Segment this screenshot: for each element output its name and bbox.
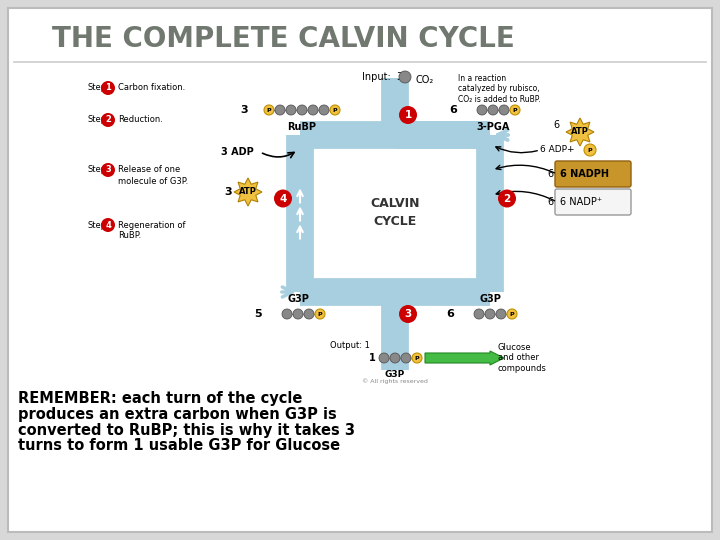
Text: P: P [588, 147, 593, 152]
Text: RuBP.: RuBP. [118, 232, 141, 240]
Text: Step: Step [88, 116, 107, 125]
Circle shape [308, 105, 318, 115]
Circle shape [379, 353, 389, 363]
Circle shape [488, 105, 498, 115]
Text: Step: Step [88, 84, 107, 92]
Circle shape [498, 190, 516, 207]
Text: Output: 1: Output: 1 [330, 341, 370, 350]
Circle shape [330, 105, 340, 115]
Circle shape [507, 309, 517, 319]
Text: 6: 6 [446, 309, 454, 319]
Text: REMEMBER: each turn of the cycle: REMEMBER: each turn of the cycle [18, 390, 302, 406]
Text: 6: 6 [547, 169, 553, 179]
Text: CO₂: CO₂ [415, 75, 433, 85]
Text: 6 NADP⁺: 6 NADP⁺ [560, 197, 602, 207]
Text: G3P: G3P [479, 294, 501, 304]
Text: CYCLE: CYCLE [374, 215, 417, 228]
Circle shape [474, 309, 484, 319]
Text: molecule of G3P.: molecule of G3P. [118, 177, 188, 186]
Text: THE COMPLETE CALVIN CYCLE: THE COMPLETE CALVIN CYCLE [52, 25, 515, 53]
Text: P: P [333, 107, 337, 112]
Circle shape [264, 105, 274, 115]
Circle shape [412, 353, 422, 363]
Text: Carbon fixation.: Carbon fixation. [118, 84, 185, 92]
Circle shape [399, 305, 417, 323]
Circle shape [399, 106, 417, 124]
Text: Step: Step [88, 220, 107, 230]
Circle shape [293, 309, 303, 319]
Circle shape [319, 105, 329, 115]
Text: Input:  3: Input: 3 [362, 72, 403, 82]
Text: G3P: G3P [385, 370, 405, 379]
Circle shape [390, 353, 400, 363]
Circle shape [275, 105, 285, 115]
Text: P: P [318, 312, 323, 316]
Text: converted to RuBP; this is why it takes 3: converted to RuBP; this is why it takes … [18, 422, 355, 437]
Text: © All rights reserved: © All rights reserved [362, 378, 428, 383]
Text: 6: 6 [449, 105, 457, 115]
Text: 1: 1 [105, 84, 111, 92]
Text: 1: 1 [405, 110, 412, 120]
Circle shape [304, 309, 314, 319]
Circle shape [315, 309, 325, 319]
Text: 2: 2 [503, 193, 510, 204]
Text: 3-PGA: 3-PGA [477, 122, 510, 132]
Circle shape [510, 105, 520, 115]
Text: Regeneration of: Regeneration of [118, 220, 186, 230]
Text: P: P [415, 355, 419, 361]
Text: ATP: ATP [239, 187, 257, 197]
Text: CALVIN: CALVIN [370, 197, 420, 210]
Text: 3: 3 [240, 105, 248, 115]
Text: G3P: G3P [287, 294, 309, 304]
Circle shape [401, 353, 411, 363]
Circle shape [399, 71, 411, 83]
Text: P: P [510, 312, 514, 316]
Circle shape [499, 105, 509, 115]
Text: P: P [266, 107, 271, 112]
Circle shape [101, 81, 115, 95]
Circle shape [101, 113, 115, 127]
Text: Reduction.: Reduction. [118, 116, 163, 125]
FancyArrow shape [425, 351, 504, 365]
Text: 3: 3 [405, 309, 412, 319]
Polygon shape [234, 178, 262, 206]
Text: 3: 3 [105, 165, 111, 174]
Text: 3 ADP: 3 ADP [221, 147, 254, 157]
Circle shape [584, 144, 596, 156]
Circle shape [282, 309, 292, 319]
Circle shape [477, 105, 487, 115]
Text: 1: 1 [369, 353, 375, 363]
Text: 2: 2 [105, 116, 111, 125]
Text: Step: Step [88, 165, 107, 174]
Polygon shape [566, 118, 594, 146]
Text: 6: 6 [554, 120, 560, 130]
Circle shape [286, 105, 296, 115]
Circle shape [496, 309, 506, 319]
Text: In a reaction
catalyzed by rubisco,
CO₂ is added to RuBP.: In a reaction catalyzed by rubisco, CO₂ … [458, 74, 541, 104]
FancyBboxPatch shape [555, 161, 631, 187]
Text: 6 ADP+: 6 ADP+ [540, 145, 575, 154]
Text: turns to form 1 usable G3P for Glucose: turns to form 1 usable G3P for Glucose [18, 438, 340, 454]
Text: 3: 3 [225, 187, 232, 197]
Text: RuBP: RuBP [287, 122, 317, 132]
FancyBboxPatch shape [555, 189, 631, 215]
Text: 4: 4 [105, 220, 111, 230]
Circle shape [101, 163, 115, 177]
Text: Release of one: Release of one [118, 165, 180, 174]
Circle shape [297, 105, 307, 115]
Circle shape [485, 309, 495, 319]
Text: Glucose
and other
compounds: Glucose and other compounds [498, 343, 547, 373]
Text: P: P [513, 107, 517, 112]
Text: 6: 6 [547, 197, 553, 207]
Text: 4: 4 [279, 193, 287, 204]
Circle shape [101, 218, 115, 232]
Text: 6 NADPH: 6 NADPH [560, 169, 609, 179]
Circle shape [274, 190, 292, 207]
Text: produces an extra carbon when G3P is: produces an extra carbon when G3P is [18, 407, 337, 422]
Text: ATP: ATP [571, 127, 589, 137]
Text: 5: 5 [254, 309, 262, 319]
